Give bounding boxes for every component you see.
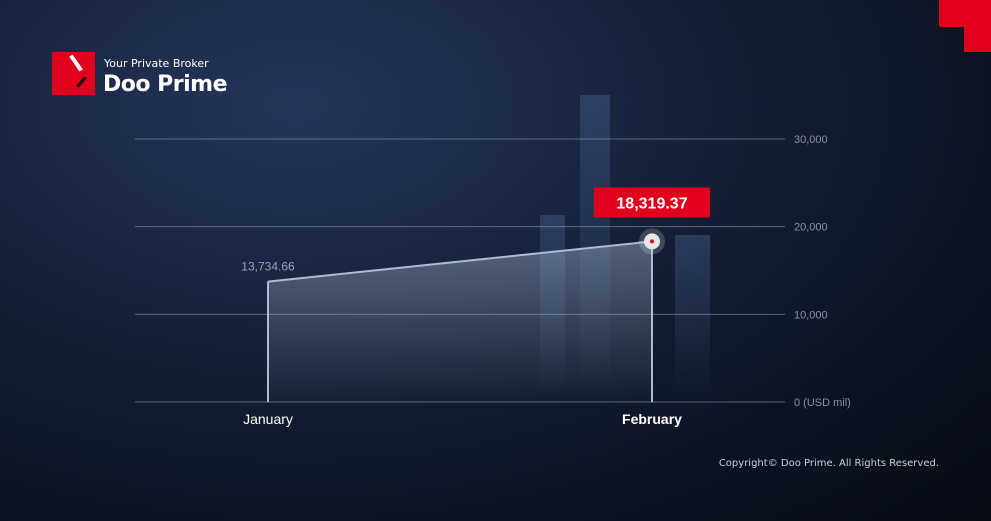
data-point-center [650,239,654,244]
area-fill [268,241,652,402]
corner-decoration [939,0,991,27]
doo-prime-logo-icon [52,52,95,95]
brand-tagline: Your Private Broker [104,57,209,70]
data-label: 13,734.66 [241,260,295,274]
background-decoration [675,235,710,395]
brand-name: Doo Prime [103,72,228,97]
data-label-box [594,187,710,218]
y-tick-label: 30,000 [794,134,828,146]
corner-decoration [964,27,991,52]
y-tick-label: 10,000 [794,309,828,321]
x-tick-label: February [622,411,682,427]
data-label: 18,319.37 [616,195,687,212]
y-tick-label: 20,000 [794,222,828,234]
copyright: Copyright© Doo Prime. All Rights Reserve… [718,458,939,469]
series-line [267,240,653,283]
x-tick-label: January [243,411,293,427]
y-tick-label: 0 (USD mil) [794,397,851,409]
